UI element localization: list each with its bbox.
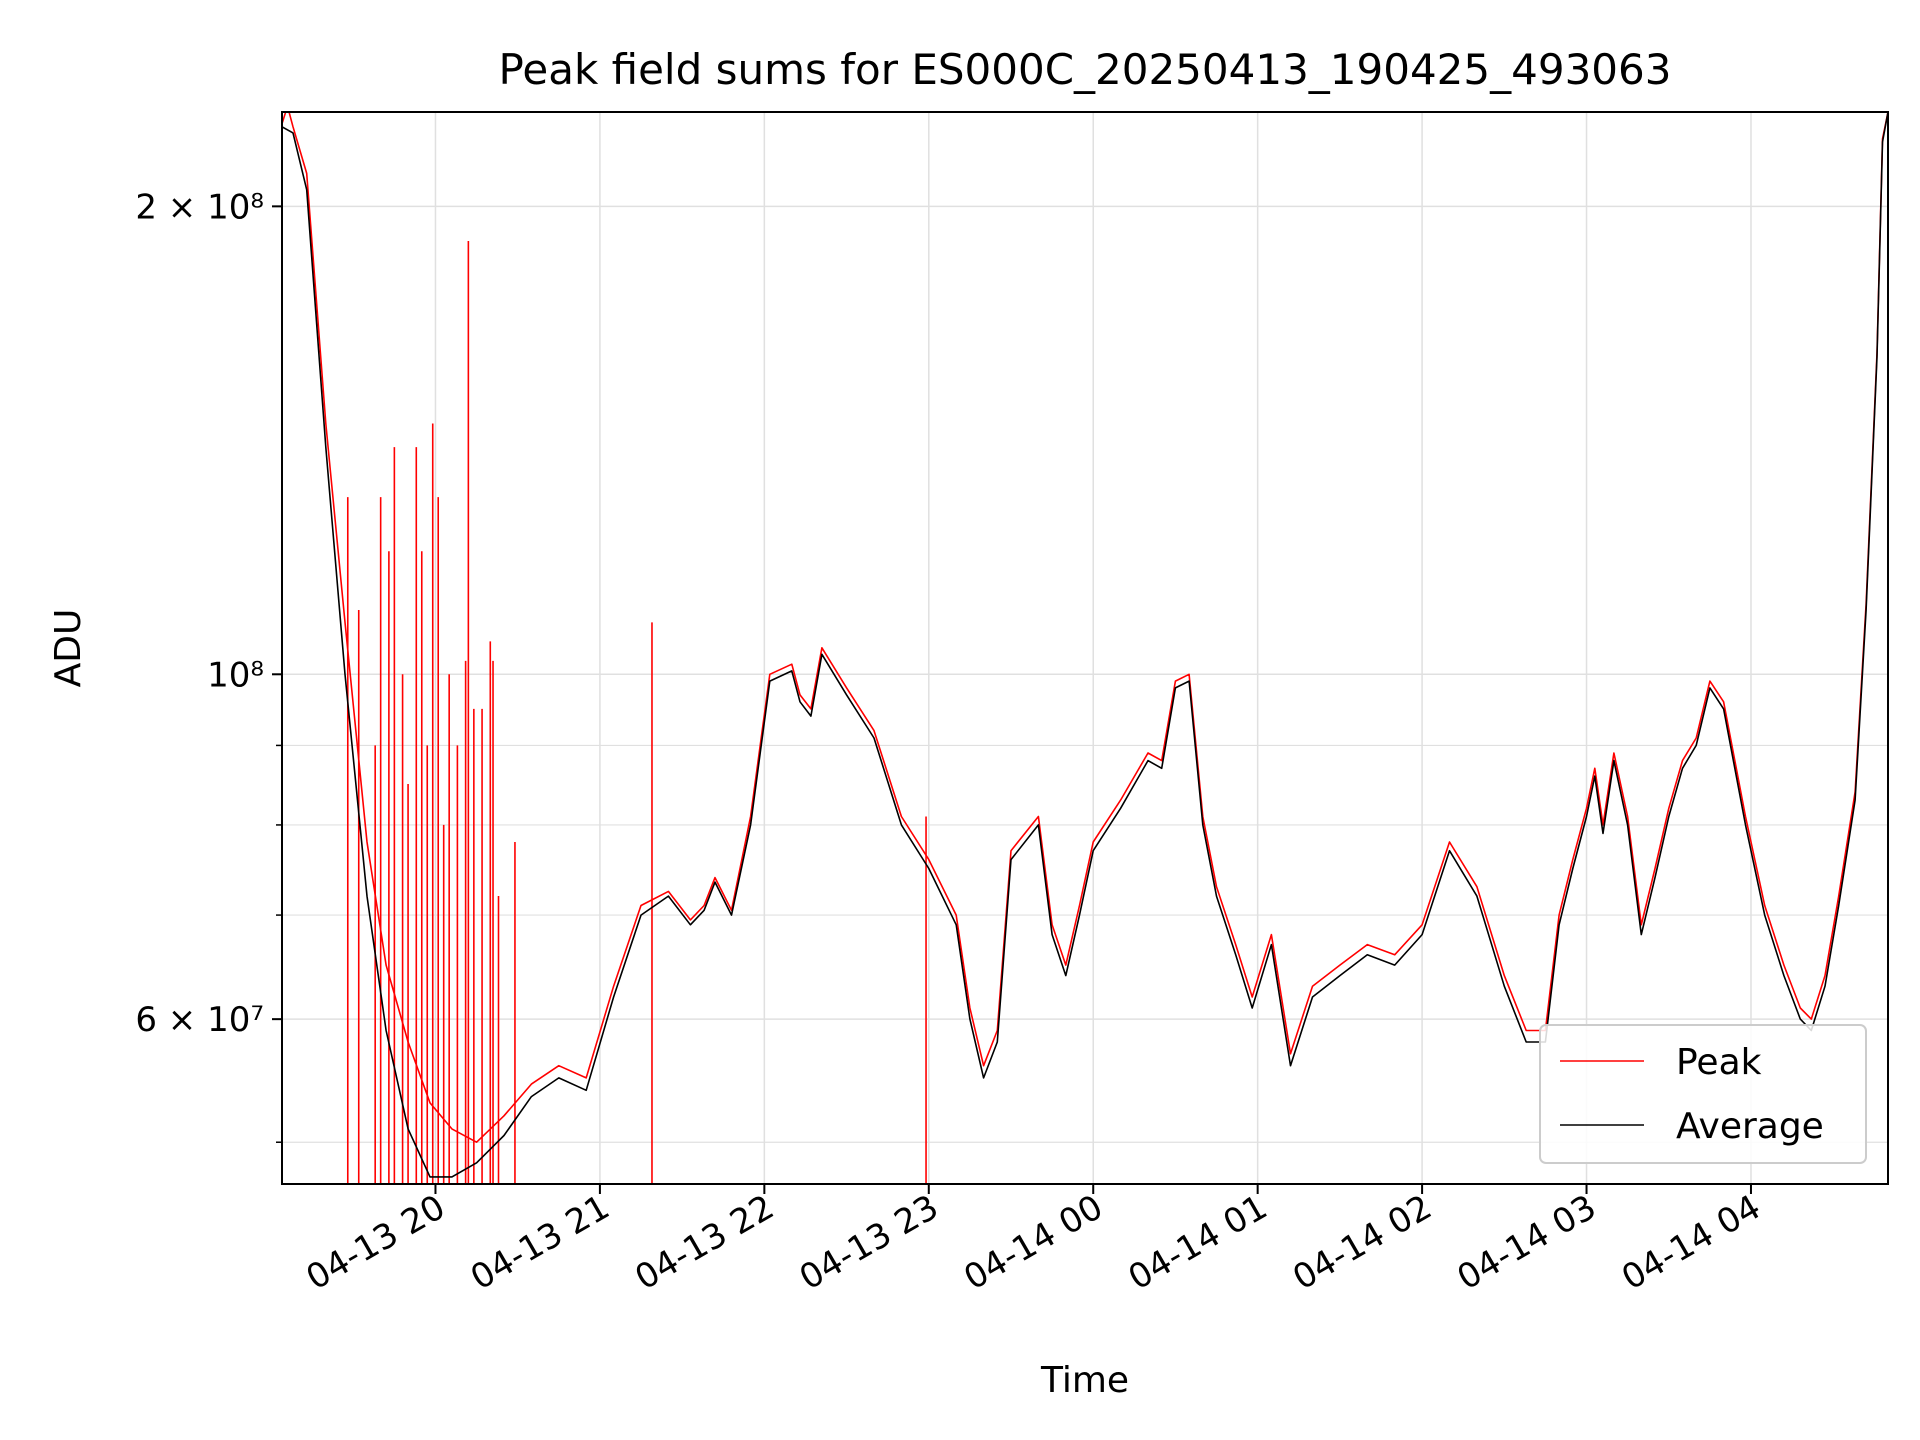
y-axis-label: ADU — [48, 609, 89, 688]
average-series-line — [282, 112, 1888, 1178]
y-tick-label: 2 × 10⁸ — [135, 187, 264, 227]
x-axis-label: Time — [1040, 1360, 1129, 1401]
plot-frame — [281, 111, 1889, 1185]
y-tick-label: 10⁸ — [207, 655, 264, 695]
legend-label: Average — [1676, 1106, 1824, 1147]
legend-box — [1539, 1024, 1867, 1164]
peak-series-line — [282, 112, 1888, 1143]
series-layer — [282, 112, 1888, 1184]
legend: Peak Average — [1539, 1024, 1867, 1164]
legend-label: Peak — [1676, 1042, 1762, 1083]
y-tick-label: 6 × 10⁷ — [135, 1000, 264, 1040]
chart-title: Peak field sums for ES000C_20250413_1904… — [499, 45, 1672, 94]
series-group — [282, 112, 1888, 1184]
